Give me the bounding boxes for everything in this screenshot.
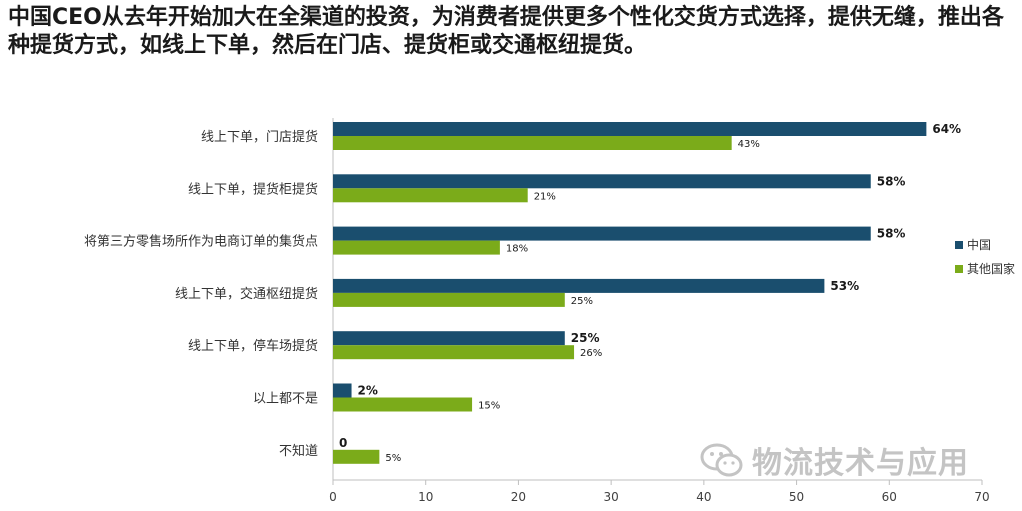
x-tick-label: 40 bbox=[696, 490, 711, 504]
data-label: 43% bbox=[738, 139, 760, 150]
chart-title: 中国CEO从去年开始加大在全渠道的投资，为消费者提供更多个性化交货方式选择，提供… bbox=[8, 5, 1004, 58]
bar-china bbox=[333, 383, 352, 398]
category-label: 线上下单，停车场提货 bbox=[188, 338, 318, 354]
bar-china bbox=[333, 226, 871, 241]
bar-other bbox=[333, 449, 380, 464]
data-label: 26% bbox=[580, 348, 602, 359]
category-label: 线上下单，提货柜提货 bbox=[188, 181, 318, 197]
bar-other bbox=[333, 292, 565, 307]
bar-china bbox=[333, 278, 825, 293]
x-tick-label: 60 bbox=[882, 490, 897, 504]
bar-china bbox=[333, 331, 565, 346]
data-label: 58% bbox=[877, 227, 906, 241]
data-label: 58% bbox=[877, 174, 906, 188]
watermark-text: 物流技术与应用 bbox=[752, 446, 969, 481]
data-label: 18% bbox=[506, 244, 528, 255]
bar-china bbox=[333, 122, 927, 136]
bar-other bbox=[333, 240, 500, 255]
category-label: 线上下单，门店提货 bbox=[201, 129, 318, 145]
bar-other bbox=[333, 345, 575, 360]
legend-label: 其他国家 bbox=[967, 261, 1015, 276]
x-tick-label: 70 bbox=[974, 490, 989, 504]
watermark: 物流技术与应用 bbox=[700, 438, 969, 482]
bar-china bbox=[333, 174, 871, 189]
data-label: 5% bbox=[385, 453, 401, 464]
legend-swatch bbox=[955, 241, 963, 249]
category-label: 以上都不是 bbox=[253, 392, 318, 407]
bar-other bbox=[333, 188, 528, 203]
bar-other bbox=[333, 136, 732, 150]
category-label: 将第三方零售场所作为电商订单的集货点 bbox=[84, 234, 318, 250]
data-label: 15% bbox=[478, 401, 500, 412]
data-label: 53% bbox=[830, 279, 859, 293]
x-tick-label: 30 bbox=[604, 490, 619, 504]
data-label: 64% bbox=[932, 122, 961, 136]
data-label: 21% bbox=[534, 191, 556, 202]
bar-other bbox=[333, 397, 473, 412]
data-label: 25% bbox=[571, 331, 600, 345]
legend-swatch bbox=[955, 265, 963, 273]
x-tick-label: 20 bbox=[511, 490, 526, 504]
x-tick-label: 10 bbox=[418, 490, 433, 504]
x-tick-label: 0 bbox=[329, 490, 337, 504]
x-tick-label: 50 bbox=[789, 490, 804, 504]
data-label: 25% bbox=[571, 296, 593, 307]
category-label: 线上下单，交通枢纽提货 bbox=[175, 286, 318, 302]
data-label: 0 bbox=[339, 436, 347, 450]
data-label: 2% bbox=[358, 384, 378, 398]
category-label: 不知道 bbox=[279, 443, 318, 459]
legend-label: 中国 bbox=[967, 237, 991, 252]
wechat-icon bbox=[700, 443, 743, 477]
